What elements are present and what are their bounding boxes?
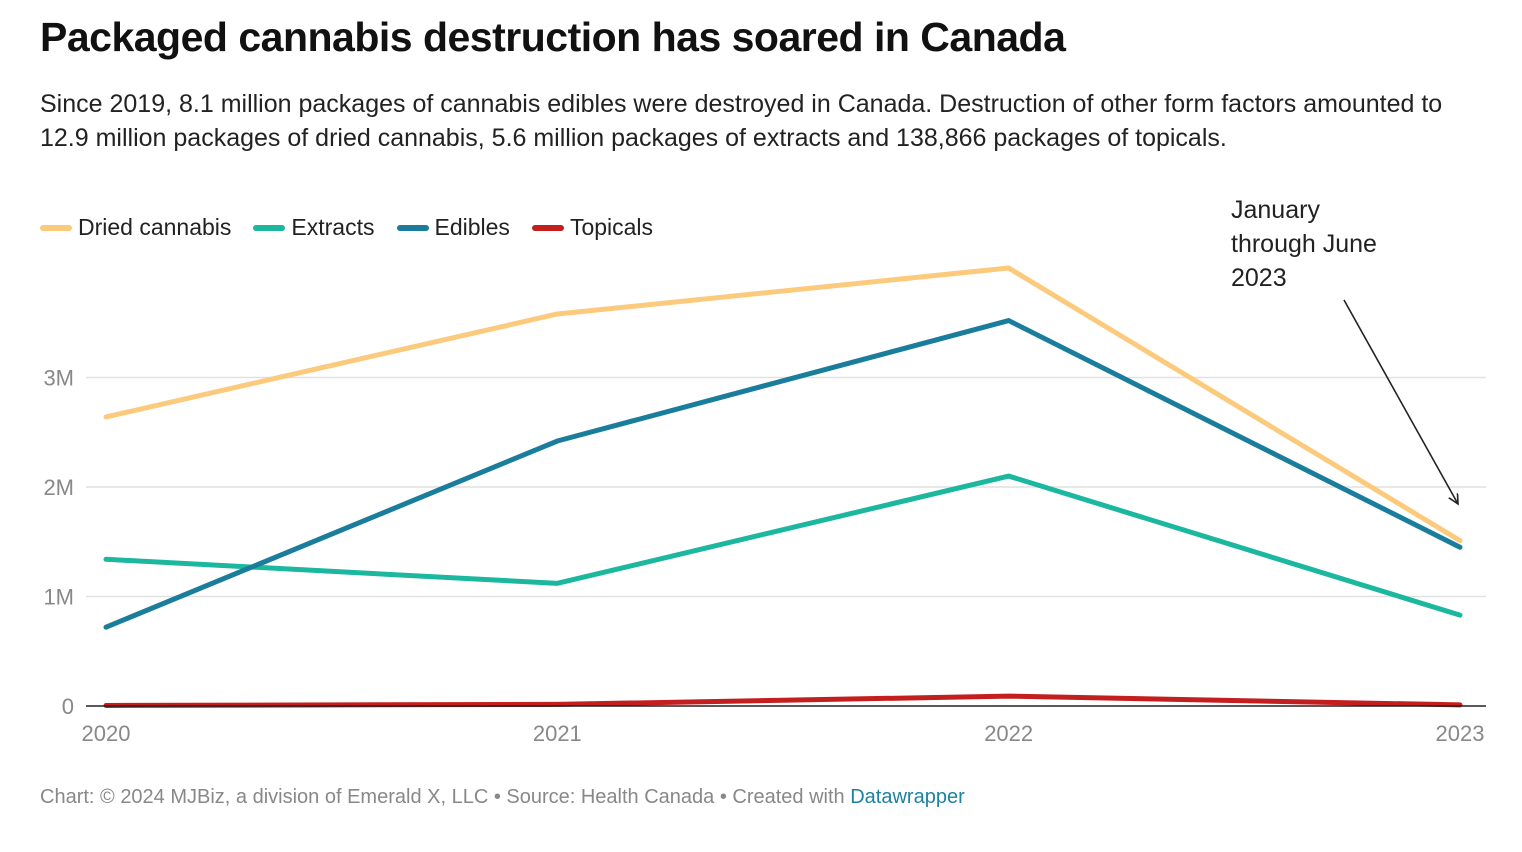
legend-label-dried-cannabis: Dried cannabis: [78, 214, 232, 240]
annotation-line: through June: [1231, 230, 1377, 258]
x-tick-label: 2022: [984, 721, 1033, 746]
x-tick-label: 2020: [82, 721, 131, 746]
series-lines: [103, 265, 1463, 708]
series-line-extracts: [103, 473, 1463, 618]
annotation: January through June 2023: [1231, 196, 1458, 504]
y-axis-tick-labels: 0 1M 2M 3M: [43, 366, 74, 720]
footer-credit: Chart: © 2024 MJBiz, a division of Emera…: [40, 786, 851, 808]
legend-swatch-topicals: [531, 224, 564, 231]
x-tick-label: 2023: [1436, 721, 1485, 746]
annotation-text: January through June 2023: [1231, 196, 1377, 292]
x-tick-label: 2021: [533, 721, 582, 746]
legend-item-dried-cannabis: Dried cannabis: [40, 214, 231, 241]
series-line-edibles: [103, 318, 1463, 630]
datawrapper-link[interactable]: Datawrapper: [850, 786, 965, 808]
legend-label-edibles: Edibles: [434, 214, 510, 240]
legend-label-topicals: Topicals: [569, 214, 654, 240]
chart-title: Packaged cannabis destruction has soared…: [40, 14, 1066, 60]
annotation-line: 2023: [1231, 264, 1287, 292]
series-line-dried-cannabis: [103, 265, 1463, 544]
legend: Dried cannabis Extracts Edibles Topicals: [40, 214, 675, 241]
annotation-arrow: [1343, 299, 1458, 504]
legend-swatch-edibles: [396, 224, 429, 231]
legend-item-edibles: Edibles: [396, 214, 510, 241]
y-tick-label: 1M: [43, 585, 74, 610]
legend-item-topicals: Topicals: [531, 214, 654, 241]
legend-swatch-extracts: [253, 224, 286, 231]
y-tick-label: 2M: [43, 475, 74, 500]
series-line-topicals: [103, 693, 1463, 708]
legend-label-extracts: Extracts: [291, 214, 375, 240]
chart-footer: Chart: © 2024 MJBiz, a division of Emera…: [40, 786, 965, 809]
annotation-line: January: [1231, 196, 1320, 224]
y-tick-label: 3M: [43, 366, 74, 391]
chart-subtitle: Since 2019, 8.1 million packages of cann…: [40, 90, 1443, 152]
x-axis-tick-labels: 2020 2021 2022 2023: [82, 721, 1485, 746]
legend-item-extracts: Extracts: [253, 214, 375, 241]
y-tick-label: 0: [62, 694, 74, 719]
gridlines: [86, 376, 1486, 598]
legend-swatch-dried-cannabis: [40, 224, 72, 231]
